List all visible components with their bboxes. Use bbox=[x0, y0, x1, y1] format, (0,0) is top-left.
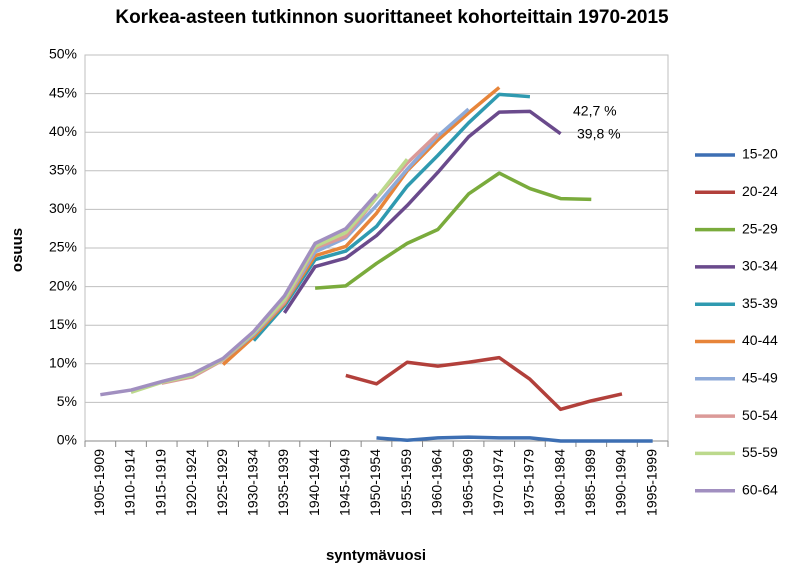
series-line bbox=[100, 192, 378, 397]
x-tick-label: 1930-1934 bbox=[244, 449, 260, 516]
x-axis-label: syntymävuosi bbox=[326, 547, 426, 564]
legend-label: 20-24 bbox=[742, 183, 778, 199]
y-tick-label: 10% bbox=[49, 355, 77, 371]
series-line bbox=[376, 435, 653, 443]
legend-label: 15-20 bbox=[742, 146, 778, 162]
x-tick-label: 1935-1939 bbox=[275, 449, 291, 516]
x-tick-label: 1920-1924 bbox=[183, 449, 199, 516]
x-tick-label: 1975-1979 bbox=[521, 449, 537, 516]
annotation: 39,8 % bbox=[577, 126, 621, 142]
x-tick-label: 1965-1969 bbox=[459, 449, 475, 516]
series-line bbox=[345, 355, 623, 412]
series-line bbox=[282, 109, 562, 314]
x-tick-label: 1995-1999 bbox=[643, 449, 659, 516]
y-tick-label: 40% bbox=[49, 123, 77, 139]
y-tick-label: 20% bbox=[49, 277, 77, 293]
y-tick-label: 30% bbox=[49, 200, 77, 216]
legend-label: 45-49 bbox=[742, 370, 778, 386]
y-tick-label: 35% bbox=[49, 162, 77, 178]
y-tick-label: 5% bbox=[57, 393, 77, 409]
series-line bbox=[252, 92, 531, 342]
x-tick-label: 1915-1919 bbox=[152, 449, 168, 516]
x-tick-label: 1950-1954 bbox=[367, 449, 383, 516]
x-tick-label: 1905-1909 bbox=[91, 449, 107, 516]
legend-label: 35-39 bbox=[742, 295, 778, 311]
y-tick-label: 25% bbox=[49, 239, 77, 255]
x-tick-label: 1910-1914 bbox=[122, 449, 138, 516]
y-tick-label: 15% bbox=[49, 316, 77, 332]
legend-label: 40-44 bbox=[742, 332, 778, 348]
legend-label: 50-54 bbox=[742, 407, 778, 423]
y-tick-label: 45% bbox=[49, 84, 77, 100]
legend-label: 25-29 bbox=[742, 220, 778, 236]
legend-label: 30-34 bbox=[742, 258, 778, 274]
legend-label: 55-59 bbox=[742, 444, 778, 460]
x-tick-label: 1945-1949 bbox=[337, 449, 353, 516]
x-tick-label: 1940-1944 bbox=[306, 449, 322, 516]
x-tick-label: 1985-1989 bbox=[582, 449, 598, 516]
y-tick-label: 0% bbox=[57, 432, 77, 448]
annotation: 42,7 % bbox=[573, 103, 617, 119]
x-tick-label: 1925-1929 bbox=[214, 449, 230, 516]
x-tick-label: 1980-1984 bbox=[551, 449, 567, 516]
y-tick-label: 50% bbox=[49, 46, 77, 62]
x-tick-label: 1960-1964 bbox=[429, 449, 445, 516]
x-tick-label: 1970-1974 bbox=[490, 449, 506, 516]
x-tick-label: 1955-1959 bbox=[398, 449, 414, 516]
chart-title: Korkea-asteen tutkinnon suorittaneet koh… bbox=[115, 7, 669, 28]
series-line bbox=[130, 158, 409, 395]
series-line bbox=[315, 171, 592, 290]
x-tick-label: 1990-1994 bbox=[613, 449, 629, 516]
y-axis-label: osuus bbox=[9, 228, 26, 272]
legend-label: 60-64 bbox=[742, 481, 778, 497]
